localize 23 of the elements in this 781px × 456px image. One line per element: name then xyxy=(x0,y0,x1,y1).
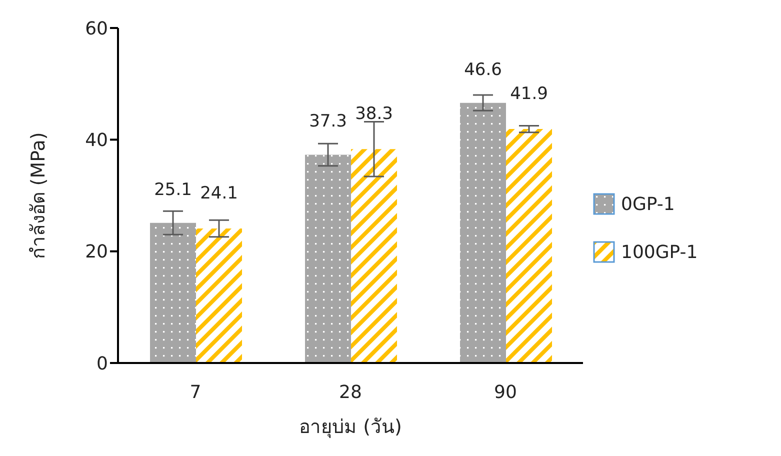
data-label: 46.6 xyxy=(464,60,502,80)
data-label: 37.3 xyxy=(309,112,347,132)
x-axis-title: อายุบ่ม (วัน) xyxy=(299,416,402,439)
data-label: 25.1 xyxy=(154,180,192,200)
bar xyxy=(305,154,351,363)
legend-label: 100GP-1 xyxy=(621,242,698,262)
x-tick-label: 7 xyxy=(190,382,202,403)
bar xyxy=(196,228,242,363)
bar xyxy=(506,129,552,363)
bar xyxy=(460,102,506,363)
x-tick-label: 90 xyxy=(494,382,517,403)
data-label: 24.1 xyxy=(200,183,238,204)
y-tick-label: 20 xyxy=(85,242,108,263)
legend-label: 0GP-1 xyxy=(621,194,675,214)
y-tick-label: 40 xyxy=(85,130,108,152)
y-tick-label: 60 xyxy=(85,18,108,40)
bar xyxy=(351,149,397,363)
bar xyxy=(150,222,196,363)
x-tick-label: 28 xyxy=(339,382,362,403)
data-label: 38.3 xyxy=(355,104,393,124)
y-axis-title: กำลังอัด (MPa) xyxy=(28,132,50,259)
data-label: 41.9 xyxy=(510,84,548,104)
y-tick-label: 0 xyxy=(96,353,108,374)
